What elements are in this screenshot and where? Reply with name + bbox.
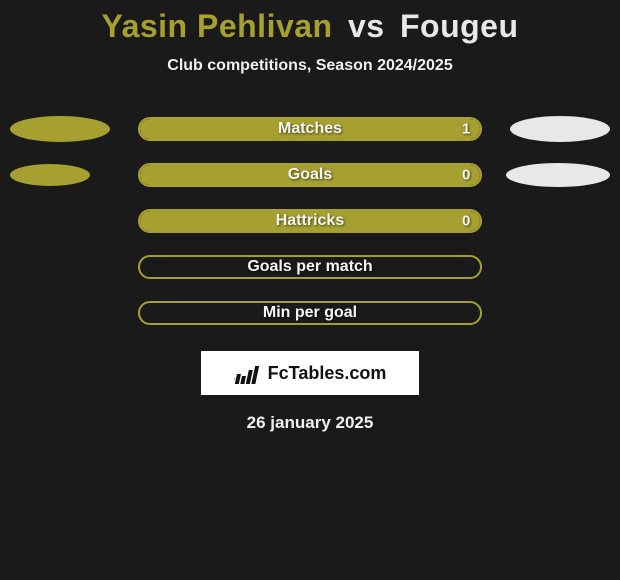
right-ellipse — [510, 116, 610, 142]
stat-row: Goals0 — [0, 159, 620, 191]
logo-box: FcTables.com — [201, 351, 419, 395]
vs-text: vs — [348, 8, 385, 44]
infographic-container: Yasin Pehlivan vs Fougeu Club competitio… — [0, 0, 620, 580]
stat-bar — [138, 209, 482, 233]
logo-suffix: .com — [344, 363, 386, 383]
stat-row: Goals per match — [0, 251, 620, 283]
stat-bar — [138, 301, 482, 325]
subtitle: Club competitions, Season 2024/2025 — [0, 57, 620, 75]
stat-bar-fill — [140, 211, 480, 231]
stat-row: Matches1 — [0, 113, 620, 145]
left-ellipse — [10, 164, 90, 186]
stat-bar-fill — [140, 165, 480, 185]
stats-rows: Matches1 Goals0 Hattricks0 Goals per match M… — [0, 113, 620, 329]
left-ellipse — [10, 116, 110, 142]
stat-bar — [138, 163, 482, 187]
logo-main: Tables — [289, 363, 345, 383]
player2-name: Fougeu — [400, 8, 519, 44]
title: Yasin Pehlivan vs Fougeu — [0, 8, 620, 45]
logo-bars-icon — [234, 362, 262, 384]
right-ellipse — [506, 163, 610, 187]
stat-bar — [138, 117, 482, 141]
player1-name: Yasin Pehlivan — [101, 8, 332, 44]
date-text: 26 january 2025 — [0, 413, 620, 433]
stat-row: Min per goal — [0, 297, 620, 329]
logo-text: FcTables.com — [268, 363, 387, 384]
stat-bar-fill — [140, 119, 480, 139]
stat-row: Hattricks0 — [0, 205, 620, 237]
stat-bar — [138, 255, 482, 279]
logo-prefix: Fc — [268, 363, 289, 383]
